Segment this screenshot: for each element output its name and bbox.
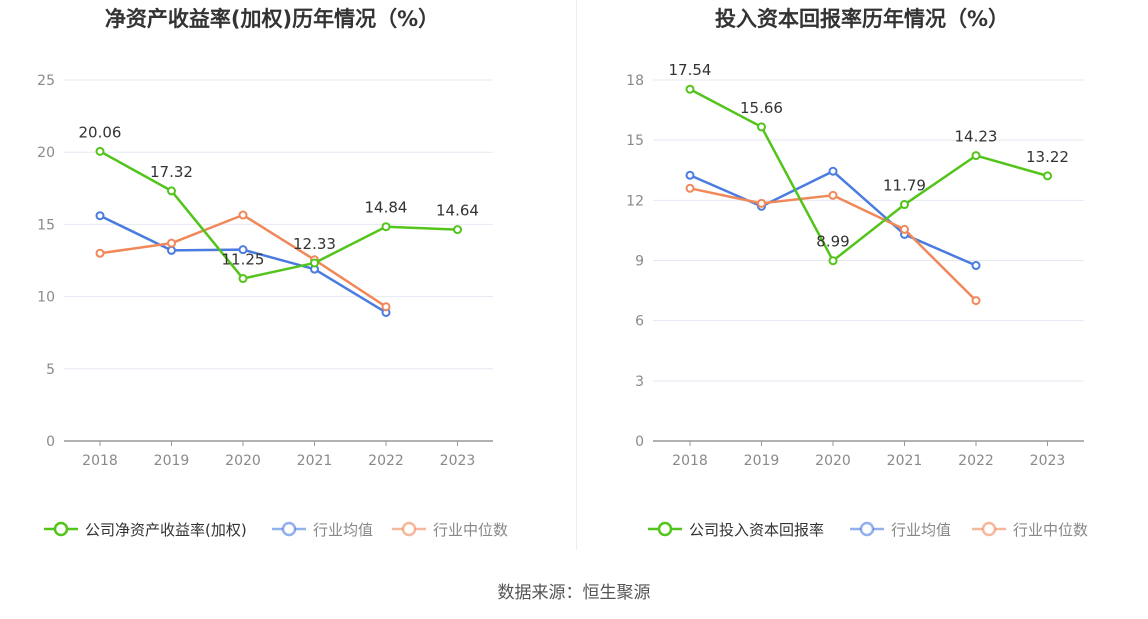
data-point	[828, 166, 838, 176]
data-point	[167, 186, 176, 196]
data-point	[238, 245, 248, 255]
y-tick-label: 15	[626, 133, 644, 149]
legend-label: 行业中位数	[433, 521, 508, 539]
y-tick-label: 20	[37, 145, 55, 161]
data-label: 17.54	[669, 61, 712, 79]
chart-panel-1: 净资产收益率(加权)历年情况（%） 0 5 10 15 20 25 2018 2019 2020 2…	[37, 7, 508, 539]
data-point	[828, 190, 838, 200]
legend-marker	[981, 521, 997, 537]
chart-panel-2: 投入资本回报率历年情况（%） 0 3 6 9 12 15 18 2018 2019 2020 2021…	[626, 7, 1088, 539]
legend-item: 公司净资产收益率(加权)	[44, 521, 247, 539]
data-point	[310, 258, 319, 268]
legend-marker	[859, 521, 875, 537]
data-label: 11.79	[883, 177, 926, 195]
x-tick-label: 2022	[368, 453, 404, 469]
data-label: 14.64	[436, 202, 479, 220]
data-point	[95, 146, 105, 156]
data-point	[685, 183, 695, 193]
legend-label: 公司投入资本回报率	[689, 521, 824, 539]
legend-marker	[53, 521, 69, 537]
y-tick-label: 18	[626, 73, 644, 89]
charts-canvas: 净资产收益率(加权)历年情况（%） 0 5 10 15 20 25 2018 2019 2020 2…	[37, 7, 1088, 539]
y-tick-label: 9	[635, 254, 644, 270]
x-tick-label: 2021	[887, 453, 923, 469]
data-point	[238, 210, 248, 220]
legend-label: 行业均值	[313, 521, 373, 539]
x-tick-label: 2019	[154, 453, 190, 469]
data-point	[900, 200, 909, 210]
legend-marker	[401, 521, 417, 537]
data-label: 11.25	[222, 251, 265, 269]
data-label: 13.22	[1026, 148, 1069, 166]
data-point	[381, 302, 391, 312]
y-tick-label: 0	[46, 434, 55, 450]
data-label: 17.32	[150, 163, 193, 181]
x-tick-label: 2019	[744, 453, 780, 469]
x-tick-label: 2023	[440, 453, 476, 469]
y-tick-label: 3	[635, 374, 644, 390]
legend-item: 行业中位数	[972, 521, 1088, 539]
data-label: 20.06	[79, 123, 122, 141]
data-point	[381, 222, 391, 232]
data-point	[757, 198, 766, 208]
data-point	[167, 245, 176, 255]
x-tick-label: 2020	[225, 453, 261, 469]
series-line	[99, 150, 458, 280]
y-tick-label: 6	[635, 314, 644, 330]
data-point	[685, 84, 695, 94]
legend-item: 行业均值	[272, 521, 373, 539]
data-point	[900, 224, 909, 234]
legend-item: 行业中位数	[392, 521, 508, 539]
data-source-note: 数据来源：恒生聚源	[497, 583, 651, 603]
x-tick-label: 2018	[82, 453, 118, 469]
data-point	[95, 211, 105, 221]
legend-label: 公司净资产收益率(加权)	[85, 521, 247, 539]
y-tick-label: 5	[46, 362, 55, 378]
data-point	[95, 248, 105, 258]
x-tick-label: 2020	[815, 453, 851, 469]
legend-label: 行业中位数	[1013, 521, 1088, 539]
x-tick-label: 2021	[297, 453, 333, 469]
data-label: 14.23	[955, 128, 998, 146]
series-line	[689, 88, 1048, 262]
y-tick-label: 10	[37, 290, 55, 306]
x-tick-label: 2022	[958, 453, 994, 469]
y-tick-label: 15	[37, 217, 55, 233]
data-point	[971, 296, 981, 306]
chart-title: 净资产收益率(加权)历年情况（%）	[105, 7, 439, 31]
legend-label: 行业均值	[891, 521, 951, 539]
y-tick-label: 25	[37, 73, 55, 89]
panel-divider	[576, 0, 577, 550]
chart-title: 投入资本回报率历年情况（%）	[715, 7, 1009, 31]
data-point	[828, 256, 838, 266]
data-point	[238, 274, 248, 284]
legend-item: 公司投入资本回报率	[648, 521, 824, 539]
data-point	[1043, 171, 1052, 181]
data-point	[971, 261, 981, 271]
y-tick-label: 12	[626, 193, 644, 209]
x-tick-label: 2018	[672, 453, 708, 469]
y-tick-label: 0	[635, 434, 644, 450]
data-label: 14.84	[365, 199, 408, 217]
x-tick-label: 2023	[1030, 453, 1066, 469]
data-label: 12.33	[293, 235, 336, 253]
data-point	[453, 225, 462, 235]
data-point	[167, 238, 176, 248]
data-label: 8.99	[816, 233, 849, 251]
data-label: 15.66	[740, 99, 783, 117]
legend-item: 行业均值	[850, 521, 951, 539]
data-point	[971, 151, 981, 161]
legend-marker	[281, 521, 297, 537]
data-point	[685, 170, 695, 180]
legend-marker	[657, 521, 673, 537]
data-point	[757, 122, 766, 132]
